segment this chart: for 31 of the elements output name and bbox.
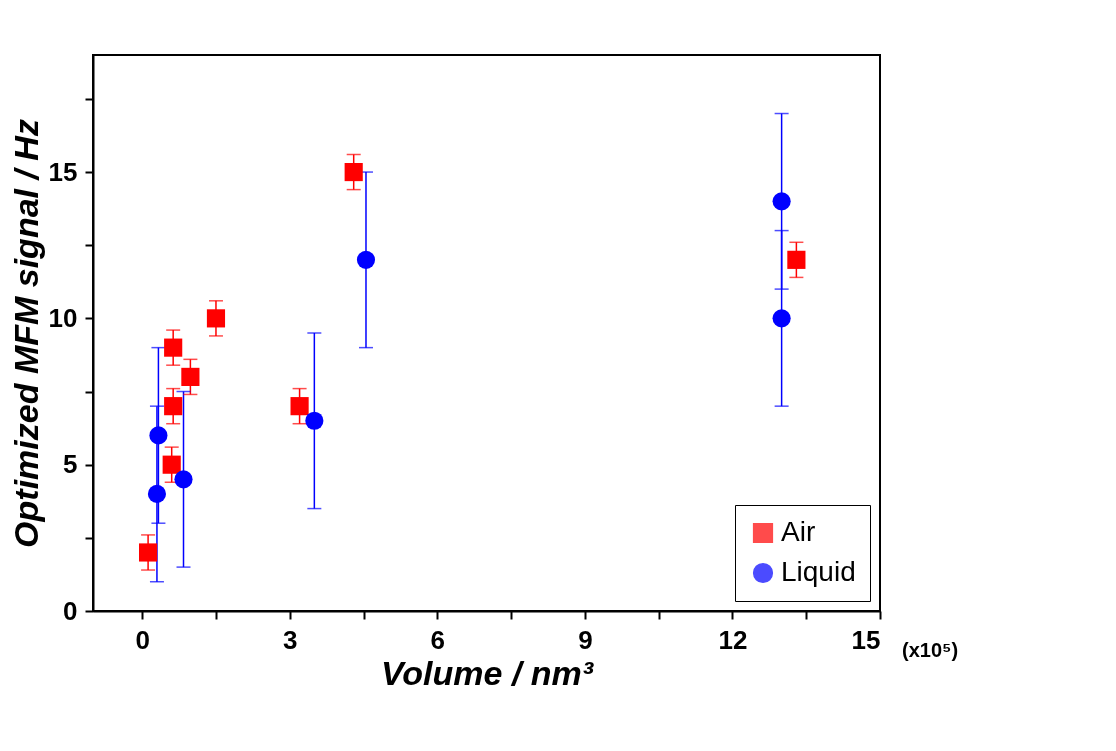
point [139, 543, 158, 562]
point [787, 250, 806, 269]
point [164, 338, 183, 357]
x-tick-label: 9 [578, 624, 593, 655]
text: (x10⁵) [902, 639, 959, 661]
point [772, 192, 791, 211]
legend-label: Liquid [781, 556, 856, 587]
y-tick-label: 0 [63, 595, 78, 626]
legend-label: Air [781, 516, 816, 547]
x-tick-label: 15 [851, 624, 881, 655]
point [356, 250, 376, 269]
x-tick-label: 3 [283, 624, 298, 655]
x-axis-title: Volume / nm³ [380, 653, 595, 692]
x-tick-label: 6 [430, 624, 446, 655]
y-axis-title: Optimized MFM signal / Hz [6, 119, 45, 548]
point [174, 470, 193, 489]
x-tick-label: 0 [135, 624, 150, 655]
x-tick-label: 12 [718, 624, 748, 655]
point [149, 426, 168, 445]
point [206, 309, 226, 328]
y-tick-label: 10 [48, 302, 78, 333]
y-tick-label: 15 [48, 156, 78, 187]
point [305, 411, 324, 430]
point [290, 397, 309, 416]
point [181, 367, 200, 386]
point [162, 455, 181, 474]
point [147, 484, 167, 504]
point [772, 309, 791, 328]
y-tick-label: 5 [63, 449, 78, 480]
point [164, 397, 183, 416]
point [344, 162, 363, 182]
